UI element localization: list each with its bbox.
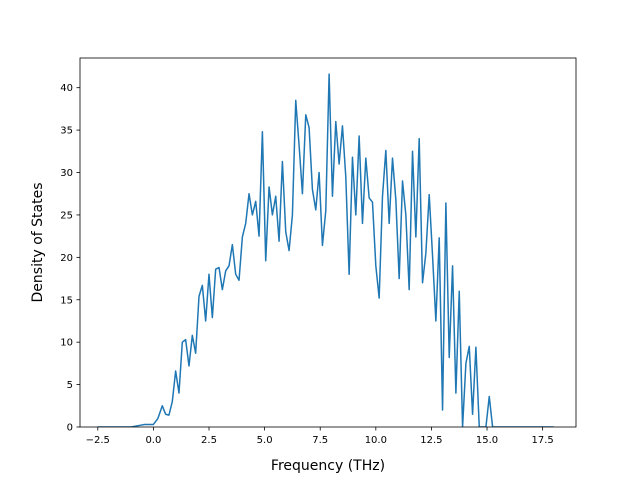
y-tick-label: 20 bbox=[60, 253, 73, 264]
y-tick-label: 35 bbox=[60, 126, 73, 137]
x-tick-label: 12.5 bbox=[420, 435, 442, 446]
y-tick-label: 5 bbox=[67, 380, 73, 391]
y-axis-title: Density of States bbox=[30, 183, 46, 303]
x-tick-label: −2.5 bbox=[86, 435, 110, 446]
dos-series-line bbox=[97, 73, 554, 427]
axes-frame bbox=[79, 57, 577, 428]
x-tick-label: 7.5 bbox=[312, 435, 328, 446]
x-tick-label: 17.5 bbox=[532, 435, 554, 446]
y-tick-label: 10 bbox=[60, 338, 73, 349]
y-axis-ticks: 0 5 10 15 20 25 30 35 40 bbox=[60, 83, 80, 434]
y-tick-label: 25 bbox=[60, 210, 73, 221]
x-axis-ticks: −2.5 0.0 2.5 5.0 7.5 10.0 12.5 15.0 17.5 bbox=[86, 427, 554, 446]
x-tick-label: 0.0 bbox=[145, 435, 161, 446]
x-tick-label: 2.5 bbox=[201, 435, 217, 446]
x-axis-title: Frequency (THz) bbox=[271, 458, 385, 474]
y-tick-label: 15 bbox=[60, 295, 73, 306]
x-tick-label: 15.0 bbox=[476, 435, 498, 446]
plot-area bbox=[97, 73, 554, 427]
x-tick-label: 5.0 bbox=[257, 435, 273, 446]
y-tick-label: 40 bbox=[60, 83, 73, 94]
y-tick-label: 30 bbox=[60, 168, 73, 179]
y-tick-label: 0 bbox=[67, 423, 73, 434]
axes bbox=[79, 57, 577, 428]
x-tick-label: 10.0 bbox=[365, 435, 387, 446]
